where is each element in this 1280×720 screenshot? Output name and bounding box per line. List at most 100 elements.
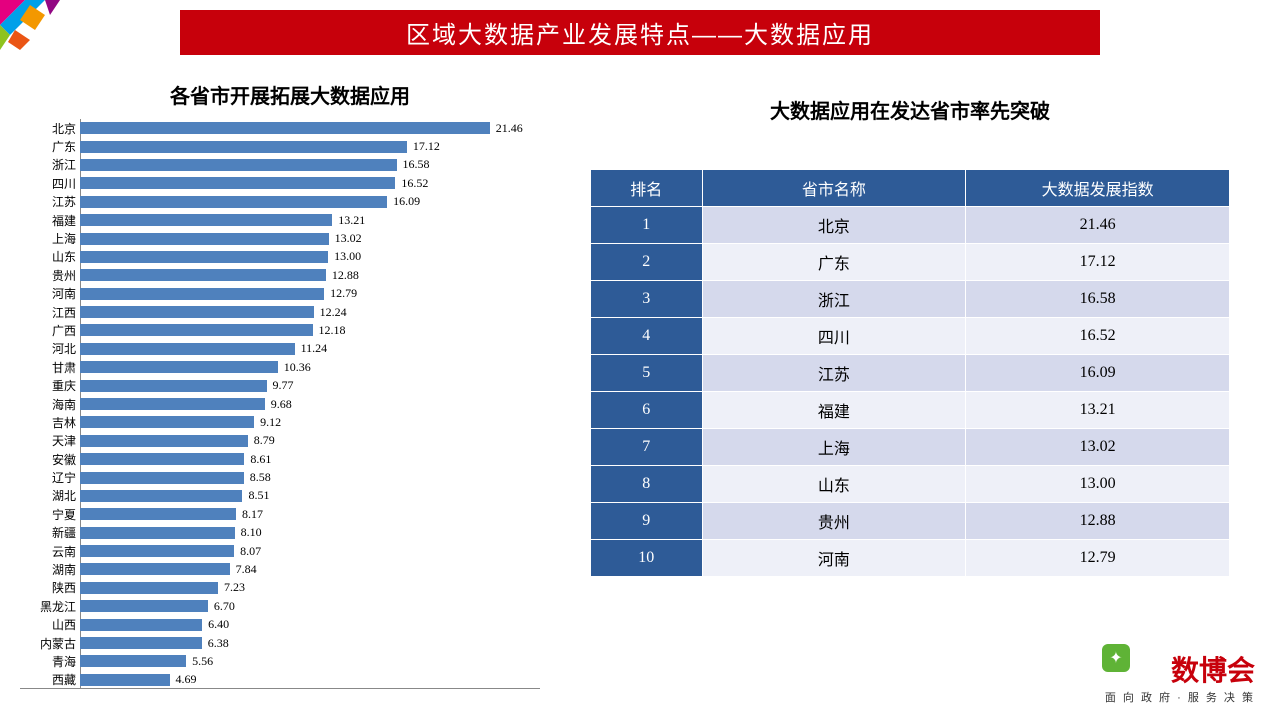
corner-decoration — [0, 0, 60, 60]
bar-value-label: 11.24 — [301, 341, 328, 356]
bar-category-label: 广西 — [22, 322, 80, 339]
bar — [80, 453, 244, 465]
bar — [80, 269, 326, 281]
ranking-table: 排名省市名称大数据发展指数 1北京21.462广东17.123浙江16.584四… — [590, 169, 1230, 577]
table-row: 8山东13.00 — [591, 466, 1230, 503]
bar — [80, 490, 242, 502]
bar — [80, 343, 295, 355]
bar-value-label: 6.38 — [208, 636, 229, 651]
brand-name: 数博会 — [1105, 649, 1255, 689]
footer-logo: 数博会 面 向 政 府 · 服 务 决 策 — [1105, 649, 1255, 705]
rank-cell: 10 — [591, 540, 703, 577]
table-row: 5江苏16.09 — [591, 355, 1230, 392]
bar-category-label: 广东 — [22, 138, 80, 155]
bar-value-label: 21.46 — [496, 121, 523, 136]
bar-value-label: 16.09 — [393, 194, 420, 209]
chart-title: 各省市开展拓展大数据应用 — [20, 80, 560, 109]
bar-category-label: 四川 — [22, 175, 80, 192]
table-row: 4四川16.52 — [591, 318, 1230, 355]
page-title-banner: 区域大数据产业发展特点——大数据应用 — [180, 10, 1100, 55]
bar-category-label: 河北 — [22, 340, 80, 357]
bar-row: 山东13.00 — [80, 248, 540, 265]
bar-row: 北京21.46 — [80, 120, 540, 137]
province-cell: 四川 — [702, 318, 966, 355]
bar-category-label: 内蒙古 — [22, 635, 80, 652]
bar-value-label: 16.52 — [401, 176, 428, 191]
bar-value-label: 13.00 — [334, 249, 361, 264]
bar — [80, 435, 248, 447]
bar-value-label: 6.70 — [214, 599, 235, 614]
bar-row: 贵州12.88 — [80, 267, 540, 284]
province-cell: 山东 — [702, 466, 966, 503]
bar — [80, 398, 265, 410]
bar — [80, 655, 186, 667]
bar-value-label: 10.36 — [284, 360, 311, 375]
bar-value-label: 8.51 — [248, 488, 269, 503]
bar-row: 浙江16.58 — [80, 156, 540, 173]
bar — [80, 214, 332, 226]
bar-category-label: 山东 — [22, 248, 80, 265]
bar-row: 安徽8.61 — [80, 451, 540, 468]
bar-value-label: 8.17 — [242, 507, 263, 522]
bar-chart-panel: 各省市开展拓展大数据应用 北京21.46广东17.12浙江16.58四川16.5… — [20, 80, 560, 689]
bar-row: 福建13.21 — [80, 212, 540, 229]
bar-value-label: 13.02 — [335, 231, 362, 246]
bar-value-label: 8.79 — [254, 433, 275, 448]
bar-chart: 北京21.46广东17.12浙江16.58四川16.52江苏16.09福建13.… — [20, 119, 540, 689]
bar — [80, 141, 407, 153]
bar-category-label: 辽宁 — [22, 469, 80, 486]
bar-category-label: 贵州 — [22, 267, 80, 284]
province-cell: 福建 — [702, 392, 966, 429]
bar-row: 上海13.02 — [80, 230, 540, 247]
table-header-cell: 大数据发展指数 — [966, 170, 1230, 207]
index-cell: 12.79 — [966, 540, 1230, 577]
bar-category-label: 上海 — [22, 230, 80, 247]
bar-row: 广西12.18 — [80, 322, 540, 339]
bar-row: 湖北8.51 — [80, 487, 540, 504]
bar — [80, 637, 202, 649]
bar — [80, 177, 395, 189]
bar-row: 内蒙古6.38 — [80, 635, 540, 652]
bar-row: 河北11.24 — [80, 340, 540, 357]
bar — [80, 508, 236, 520]
bar-category-label: 福建 — [22, 212, 80, 229]
bar-row: 云南8.07 — [80, 543, 540, 560]
bar-value-label: 8.10 — [241, 525, 262, 540]
bar-row: 江西12.24 — [80, 304, 540, 321]
bar-category-label: 河南 — [22, 285, 80, 302]
bar-category-label: 宁夏 — [22, 506, 80, 523]
index-cell: 16.09 — [966, 355, 1230, 392]
bar-category-label: 江苏 — [22, 193, 80, 210]
rank-cell: 7 — [591, 429, 703, 466]
bar-row: 湖南7.84 — [80, 561, 540, 578]
bar-value-label: 8.58 — [250, 470, 271, 485]
bar-value-label: 9.12 — [260, 415, 281, 430]
table-title: 大数据应用在发达省市率先突破 — [580, 95, 1240, 124]
bar-row: 黑龙江6.70 — [80, 598, 540, 615]
bar-row: 辽宁8.58 — [80, 469, 540, 486]
bar-category-label: 北京 — [22, 120, 80, 137]
bar-value-label: 8.61 — [250, 452, 271, 467]
bar-value-label: 7.84 — [236, 562, 257, 577]
bar-value-label: 12.88 — [332, 268, 359, 283]
table-row: 1北京21.46 — [591, 207, 1230, 244]
rank-cell: 8 — [591, 466, 703, 503]
bar — [80, 361, 278, 373]
bar-category-label: 陕西 — [22, 579, 80, 596]
bar-category-label: 黑龙江 — [22, 598, 80, 615]
bar — [80, 159, 397, 171]
bar-row: 四川16.52 — [80, 175, 540, 192]
rank-cell: 3 — [591, 281, 703, 318]
bar-value-label: 7.23 — [224, 580, 245, 595]
bar — [80, 545, 234, 557]
bar-value-label: 13.21 — [338, 213, 365, 228]
index-cell: 13.02 — [966, 429, 1230, 466]
bar — [80, 600, 208, 612]
province-cell: 江苏 — [702, 355, 966, 392]
bar-row: 青海5.56 — [80, 653, 540, 670]
table-row: 7上海13.02 — [591, 429, 1230, 466]
table-row: 2广东17.12 — [591, 244, 1230, 281]
bar — [80, 674, 170, 686]
bar-row: 江苏16.09 — [80, 193, 540, 210]
bar-row: 河南12.79 — [80, 285, 540, 302]
